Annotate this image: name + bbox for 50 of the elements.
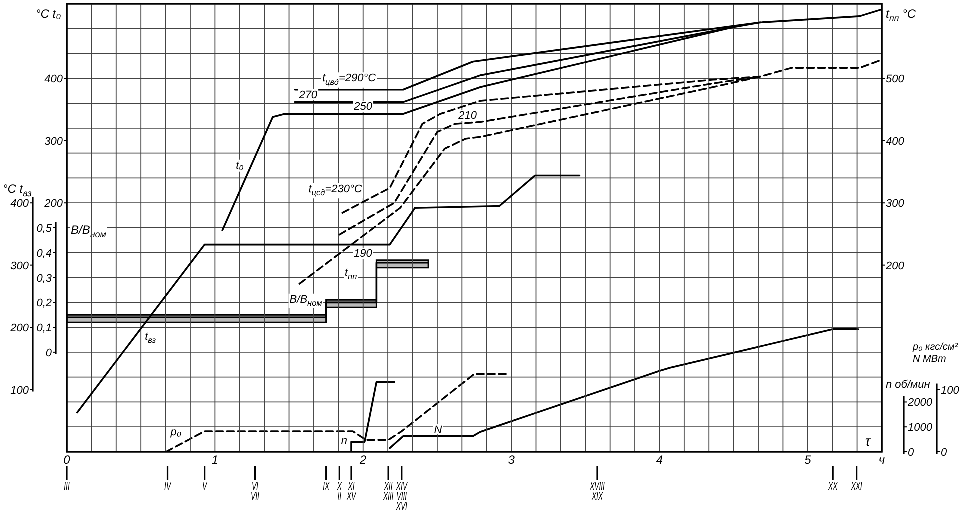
y-tick-label: 0 [46, 347, 53, 360]
ref-line-label: V [202, 480, 208, 492]
ref-line-label: III [64, 480, 70, 492]
series-label: 210 [458, 110, 478, 122]
y-tick-label: 0,2 [36, 298, 52, 310]
ref-line-label: IV [164, 480, 172, 492]
x-axis-title: τ [865, 433, 872, 449]
ref-line-label: X II [336, 480, 343, 502]
ref-line-label: IX [323, 480, 330, 492]
y-tick-label: 0,5 [36, 223, 53, 235]
x-tick-label: 1 [212, 453, 219, 467]
series-label: t₀ [236, 160, 244, 172]
y2-tick-label: 500 [886, 74, 906, 86]
y2-tick-label: 300 [886, 198, 906, 210]
text: n [341, 435, 348, 448]
y-tick-label: 200 [44, 198, 64, 210]
y3-tick-label: 200 [10, 322, 30, 335]
x-tick-label: 2 [359, 453, 368, 467]
y3-axis-title: p₀ кгс/см² N МВт [912, 342, 959, 365]
ref-line-label: XX [828, 480, 838, 492]
x-tick-label: ч [878, 453, 886, 467]
y3-tick-label: 400 [10, 198, 30, 210]
ref-line-label: XI XV [346, 480, 357, 502]
y3-tick-label: 100 [10, 384, 30, 397]
ref-line-label: XXI [850, 480, 863, 492]
text: N [434, 424, 442, 436]
y2-tick-label: 1000 [908, 422, 934, 434]
y-tick-label: 0,4 [36, 248, 52, 260]
y-tick-label: 300 [44, 136, 64, 148]
x-tick-label: 3 [508, 453, 516, 467]
y2-tick-label: 2000 [907, 397, 934, 410]
ref-line-label: VI VII [251, 480, 260, 502]
y3-tick-label: 300 [10, 260, 30, 272]
ref-line-label: XII XIII [382, 480, 394, 502]
y-axis-title: °C t₀ [36, 7, 62, 21]
y3-tick-label: 100 [941, 384, 960, 397]
ref-line-label: XVIII XIX [589, 480, 606, 502]
text: p₀ [170, 426, 182, 439]
y-tick-label: 0,1 [36, 322, 52, 335]
series-label: 270 [298, 89, 318, 102]
y-tick-label: 400 [44, 74, 64, 86]
annotation: 250 [353, 101, 374, 114]
y2-tick-label: 200 [885, 260, 906, 272]
series-label: 190 [354, 248, 374, 260]
x-tick-label: 4 [656, 453, 664, 467]
x-tick-label: 5 [804, 453, 812, 467]
ref-line-label: XIV VIII XVI [396, 480, 408, 512]
y2-axis-title: n об/мин [886, 379, 930, 392]
y-tick-label: 0,3 [36, 272, 53, 285]
y2-tick-label: 400 [886, 136, 906, 148]
